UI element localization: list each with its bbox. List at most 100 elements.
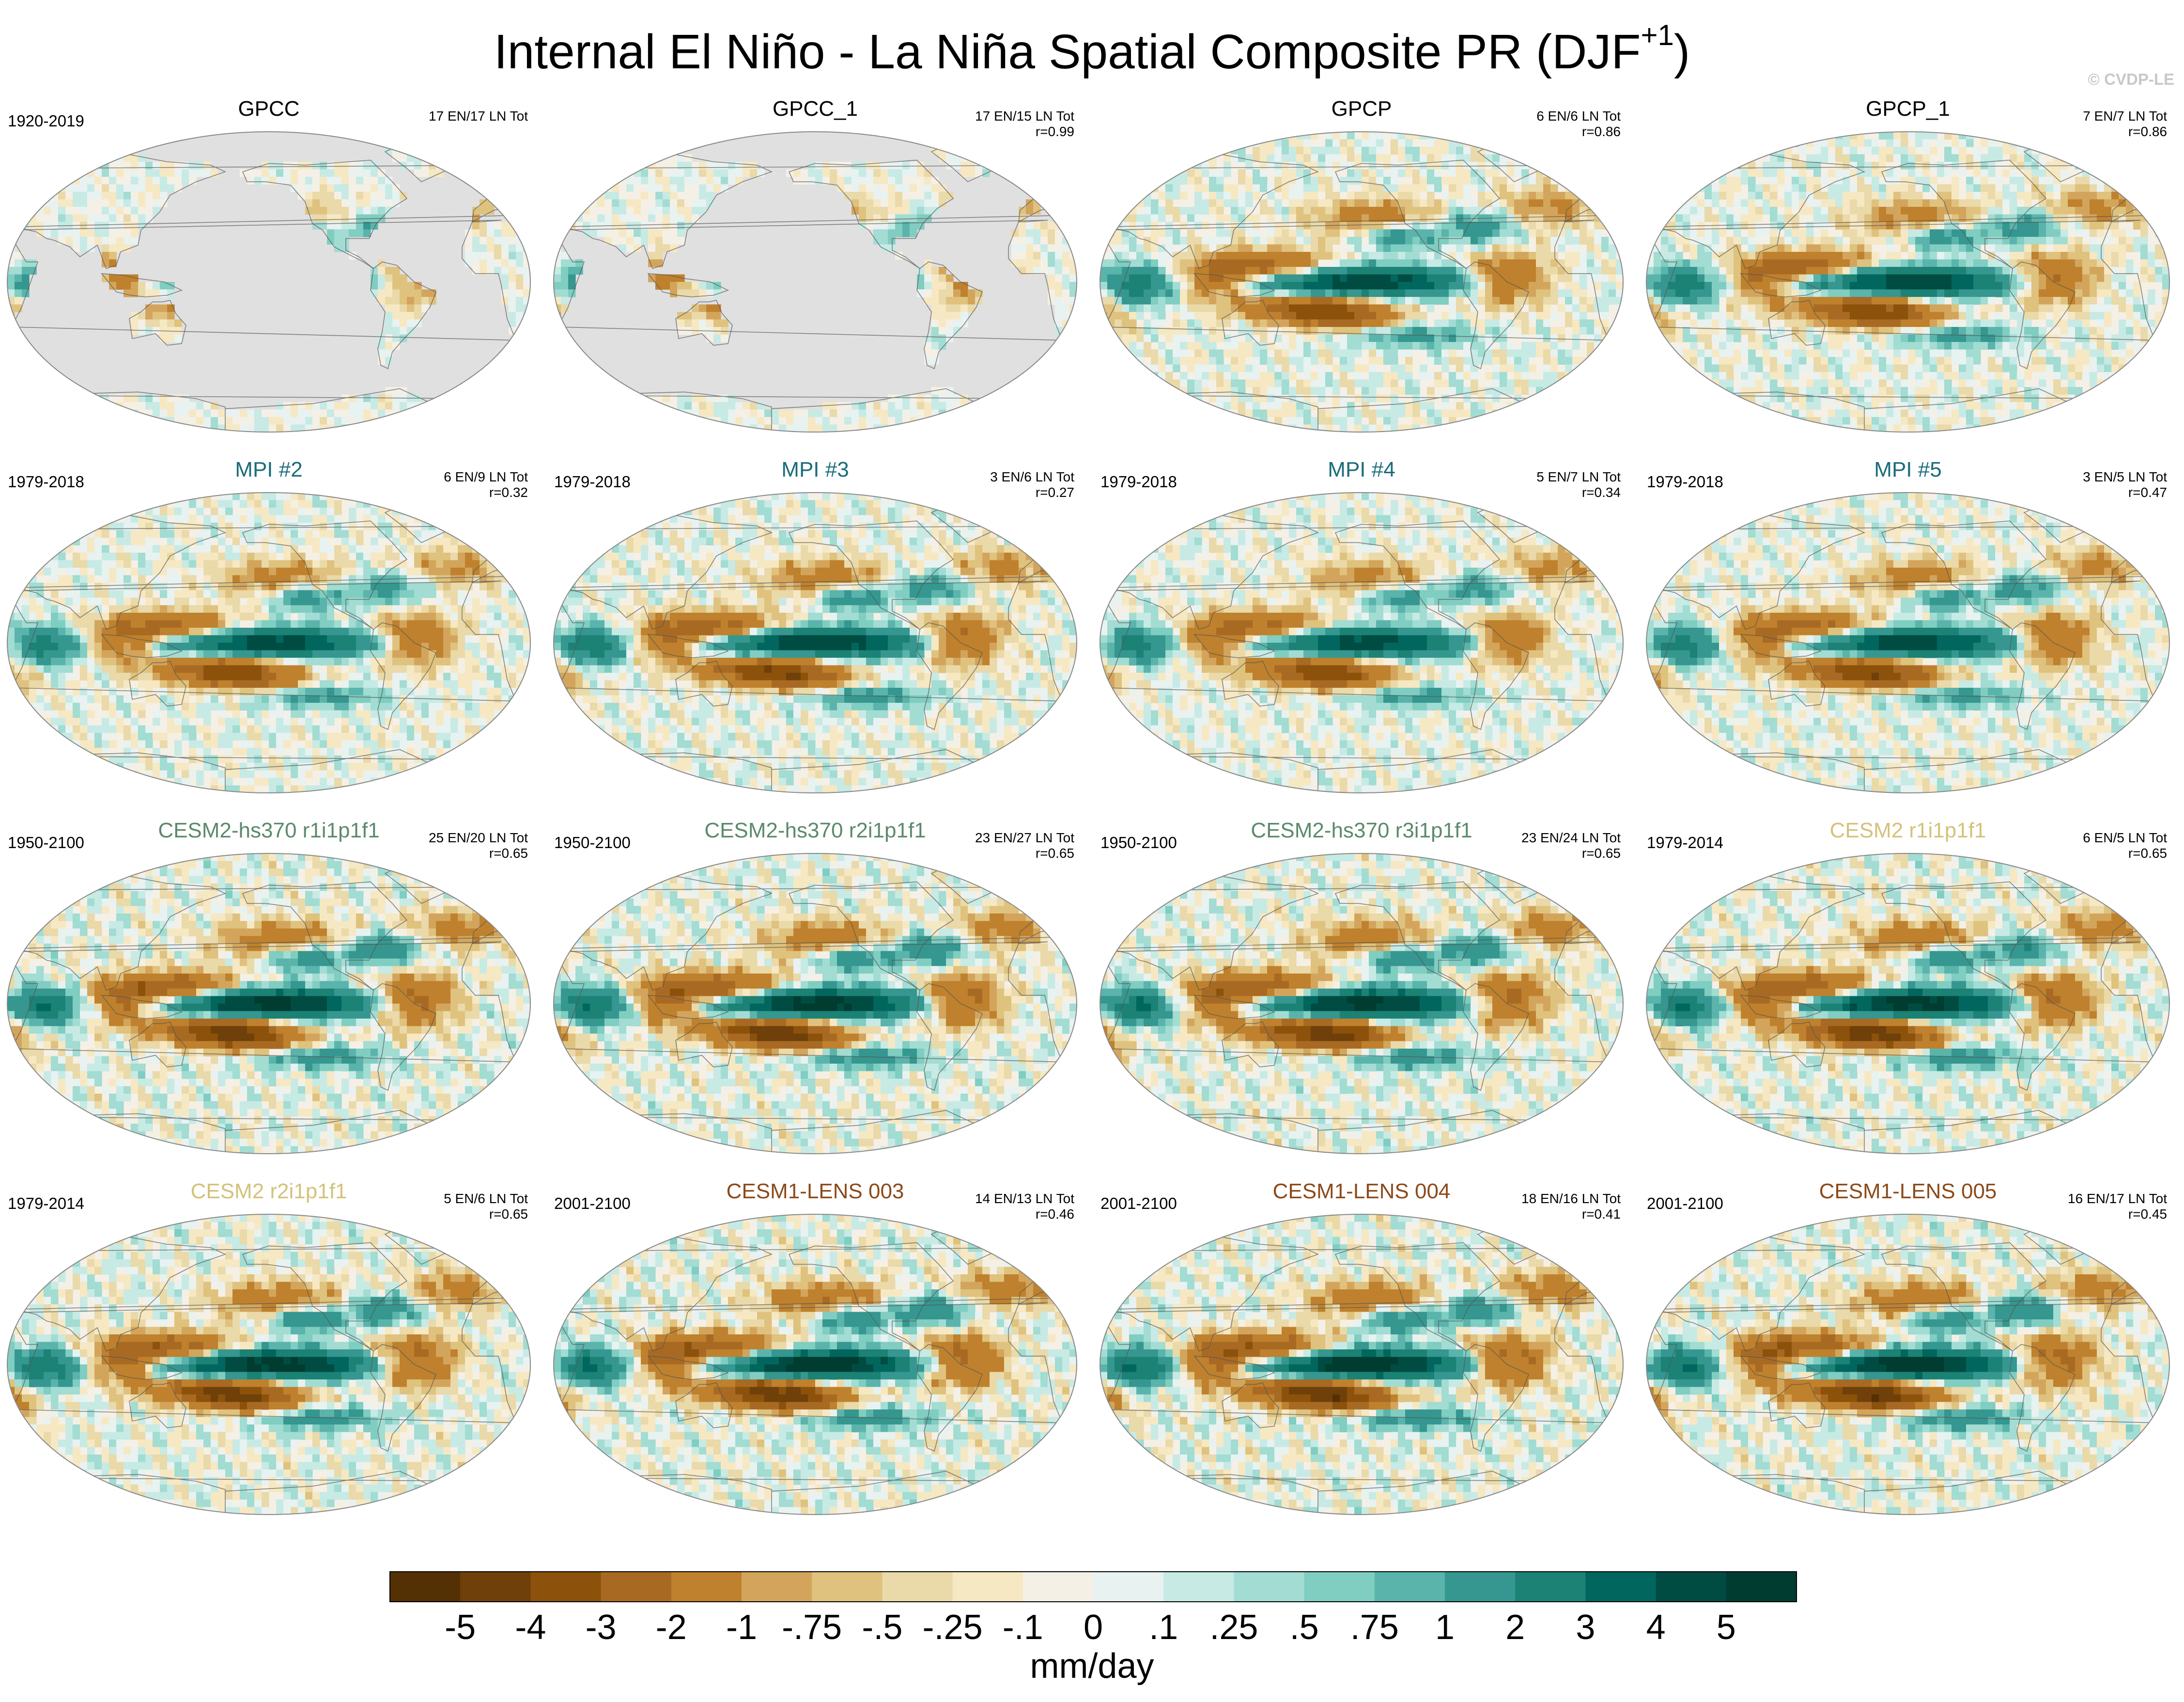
field-cell bbox=[1274, 402, 1282, 410]
map-border bbox=[553, 131, 1077, 433]
field-cell bbox=[1879, 154, 1887, 162]
field-cell bbox=[1136, 259, 1144, 267]
field-cell bbox=[583, 192, 590, 200]
field-cell bbox=[1122, 334, 1130, 342]
field-cell bbox=[1420, 229, 1427, 237]
field-cell bbox=[1434, 169, 1442, 177]
field-cell bbox=[844, 162, 852, 170]
field-cell bbox=[22, 402, 30, 410]
field-cell bbox=[1274, 147, 1282, 155]
field-cell bbox=[516, 297, 524, 305]
field-cell bbox=[1194, 207, 1202, 215]
field-cell bbox=[1332, 364, 1340, 372]
field-cell bbox=[1405, 139, 1413, 147]
field-cell bbox=[975, 402, 983, 410]
field-cell bbox=[1311, 357, 1318, 365]
field-cell bbox=[612, 237, 620, 245]
field-cell bbox=[363, 199, 371, 207]
field-cell bbox=[320, 402, 327, 410]
field-cell bbox=[997, 154, 1005, 162]
field-cell bbox=[516, 424, 524, 432]
field-cell bbox=[1026, 267, 1034, 275]
field-cell bbox=[1325, 244, 1333, 252]
field-cell bbox=[1726, 177, 1734, 185]
field-cell bbox=[779, 424, 787, 432]
field-cell bbox=[655, 244, 663, 252]
field-cell bbox=[917, 409, 925, 418]
field-cell bbox=[1245, 379, 1253, 387]
field-cell bbox=[1332, 192, 1340, 200]
field-cell bbox=[590, 417, 598, 425]
field-cell bbox=[153, 184, 160, 192]
field-cell bbox=[1311, 274, 1318, 282]
field-cell bbox=[1209, 199, 1217, 207]
field-cell bbox=[939, 319, 946, 327]
field-cell bbox=[728, 417, 736, 425]
field-cell bbox=[1274, 387, 1282, 395]
field-cell bbox=[1165, 297, 1173, 305]
field-cell bbox=[1529, 252, 1536, 260]
field-cell bbox=[888, 162, 896, 170]
field-cell bbox=[145, 192, 153, 200]
field-cell bbox=[895, 192, 903, 200]
field-cell bbox=[619, 402, 627, 410]
field-cell bbox=[1478, 402, 1486, 410]
field-cell bbox=[87, 417, 95, 425]
field-cell bbox=[1151, 207, 1159, 215]
field-cell bbox=[1463, 139, 1471, 147]
field-cell bbox=[1661, 154, 1669, 162]
field-cell bbox=[1434, 237, 1442, 245]
field-cell bbox=[341, 214, 349, 222]
field-cell bbox=[363, 424, 371, 432]
field-cell bbox=[1362, 229, 1369, 237]
field-cell bbox=[87, 162, 95, 170]
field-cell bbox=[1194, 417, 1202, 425]
field-cell bbox=[1107, 147, 1115, 155]
field-cell bbox=[1893, 184, 1901, 192]
field-cell bbox=[895, 424, 903, 432]
field-cell bbox=[684, 184, 692, 192]
field-cell bbox=[1122, 297, 1130, 305]
field-cell bbox=[153, 199, 160, 207]
field-cell bbox=[1478, 289, 1486, 297]
field-cell bbox=[597, 184, 605, 192]
field-cell bbox=[1129, 297, 1137, 305]
field-cell bbox=[1981, 184, 1988, 192]
field-cell bbox=[356, 177, 364, 185]
field-cell bbox=[619, 244, 627, 252]
field-cell bbox=[1434, 327, 1442, 335]
field-cell bbox=[1478, 229, 1486, 237]
field-cell bbox=[684, 289, 692, 297]
field-cell bbox=[1383, 214, 1391, 222]
field-cell bbox=[1828, 169, 1836, 177]
field-cell bbox=[109, 207, 117, 215]
field-cell bbox=[7, 177, 15, 185]
field-cell bbox=[626, 192, 634, 200]
field-cell bbox=[51, 162, 59, 170]
field-cell bbox=[786, 424, 794, 432]
field-cell bbox=[472, 417, 480, 425]
field-cell bbox=[852, 162, 859, 170]
field-cell bbox=[1376, 327, 1384, 335]
field-cell bbox=[1376, 229, 1384, 237]
field-cell bbox=[1187, 154, 1195, 162]
field-cell bbox=[2082, 147, 2090, 155]
field-cell bbox=[80, 417, 88, 425]
field-cell bbox=[1704, 169, 1712, 177]
field-cell bbox=[465, 252, 473, 260]
field-cell bbox=[1580, 364, 1587, 372]
field-cell bbox=[561, 222, 569, 230]
field-cell bbox=[1055, 402, 1063, 410]
field-cell bbox=[1536, 154, 1544, 162]
field-cell bbox=[641, 184, 649, 192]
field-cell bbox=[1062, 274, 1070, 282]
field-cell bbox=[1485, 304, 1493, 312]
field-cell bbox=[414, 147, 422, 155]
field-cell bbox=[15, 282, 22, 290]
field-cell bbox=[1260, 244, 1268, 252]
field-cell bbox=[1646, 169, 1654, 177]
field-cell bbox=[1521, 267, 1529, 275]
field-cell bbox=[1536, 274, 1544, 282]
field-cell bbox=[1136, 214, 1144, 222]
field-cell bbox=[1180, 424, 1188, 432]
